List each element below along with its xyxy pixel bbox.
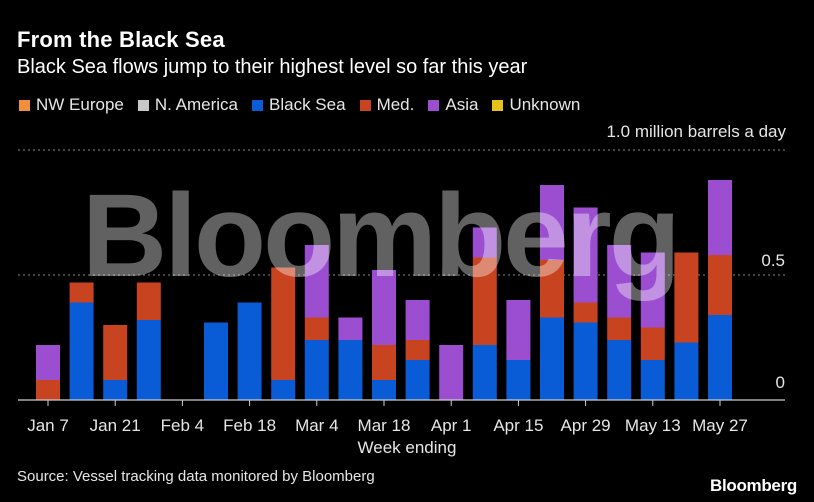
bar-segment-black-sea xyxy=(136,320,161,400)
bar-segment-med xyxy=(271,267,296,380)
bar-segment-black-sea xyxy=(640,360,665,400)
bar-segment-med xyxy=(372,345,396,380)
legend-swatch-n-america xyxy=(137,99,149,111)
bar-segment-med xyxy=(674,252,699,343)
bar-segment-black-sea xyxy=(472,345,497,400)
bar-segment-asia xyxy=(506,300,531,360)
bar-segment-asia xyxy=(372,270,396,345)
bloomberg-logo: Bloomberg xyxy=(709,476,797,495)
x-tick-label: Mar 4 xyxy=(295,416,338,435)
legend-swatch-nw-europe xyxy=(19,99,30,111)
bar-segment-black-sea xyxy=(405,360,430,400)
legend-label-black-sea: Black Sea xyxy=(269,95,346,114)
bar-segment-asia xyxy=(472,227,497,258)
x-tick-label: Apr 1 xyxy=(431,416,472,435)
bar-segment-med xyxy=(472,257,497,345)
bar-segment-asia xyxy=(640,252,665,328)
x-axis-title: Week ending xyxy=(357,438,457,457)
bar-segment-black-sea xyxy=(573,322,598,400)
bar-segment-asia xyxy=(338,317,363,340)
bar-segment-black-sea xyxy=(506,360,531,400)
bar-segment-asia xyxy=(573,207,598,303)
bar-segment-med xyxy=(607,317,632,340)
legend-item-asia: Asia xyxy=(428,95,478,115)
chart-subtitle: Black Sea flows jump to their highest le… xyxy=(17,56,528,78)
y-tick-label: 0 xyxy=(776,373,785,392)
bar-segment-black-sea xyxy=(204,322,228,400)
legend-label-med: Med. xyxy=(376,95,415,114)
x-tick-label: Jan 21 xyxy=(90,416,141,435)
bar-segment-med xyxy=(708,255,732,315)
legend-item-black-sea: Black Sea xyxy=(252,95,346,115)
bar-segment-med xyxy=(540,260,564,318)
bar-segment-med xyxy=(103,325,128,380)
legend-label-nw-europe: NW Europe xyxy=(36,95,124,114)
x-tick-label: Apr 29 xyxy=(561,416,611,435)
bar-segment-black-sea xyxy=(69,302,94,400)
bar-segment-black-sea xyxy=(540,317,564,400)
bar-segment-black-sea xyxy=(372,380,396,400)
bar-segment-med xyxy=(640,327,665,360)
bar-segment-black-sea xyxy=(103,380,128,400)
bar-segment-asia xyxy=(439,345,464,400)
bar-segment-med xyxy=(136,282,161,320)
bar-segment-med xyxy=(36,380,60,400)
x-tick-label: Jan 7 xyxy=(27,416,69,435)
legend: NW Europe N. America Black Sea Med. Asia… xyxy=(19,95,580,115)
x-tick-label: Feb 4 xyxy=(161,416,204,435)
bar-segment-black-sea xyxy=(674,342,699,400)
legend-item-unknown: Unknown xyxy=(492,95,580,115)
legend-swatch-black-sea xyxy=(252,99,264,111)
legend-swatch-asia xyxy=(428,99,440,111)
legend-label-unknown: Unknown xyxy=(509,95,581,114)
legend-label-n-america: N. America xyxy=(154,95,239,114)
bar-segment-med xyxy=(573,302,598,323)
y-tick-label: 0.5 xyxy=(761,251,785,270)
x-tick-label: May 27 xyxy=(692,416,748,435)
legend-item-n-america: N. America xyxy=(137,95,239,115)
legend-swatch-unknown xyxy=(492,99,504,111)
y-axis-unit-label: 1.0 million barrels a day xyxy=(606,122,786,141)
chart-title: From the Black Sea xyxy=(17,27,225,52)
bar-segment-med xyxy=(405,340,430,360)
x-tick-label: Mar 18 xyxy=(358,416,411,435)
bar-segment-asia xyxy=(36,345,60,380)
source-note: Source: Vessel tracking data monitored b… xyxy=(17,468,375,485)
legend-label-asia: Asia xyxy=(445,95,479,114)
bar-segment-asia xyxy=(607,245,632,318)
bar-segment-asia xyxy=(708,180,732,255)
bar-segment-asia xyxy=(405,300,430,340)
bar-segment-asia xyxy=(540,185,564,260)
bar-segment-asia xyxy=(304,245,329,318)
x-tick-label: Feb 18 xyxy=(223,416,276,435)
legend-item-med: Med. xyxy=(359,95,415,115)
bar-segment-black-sea xyxy=(304,340,329,400)
x-tick-label: Apr 15 xyxy=(493,416,543,435)
bar-segment-med xyxy=(304,317,329,340)
bar-segment-black-sea xyxy=(708,315,732,400)
bar-segment-black-sea xyxy=(271,380,296,400)
bar-segment-black-sea xyxy=(607,340,632,400)
legend-swatch-med xyxy=(359,99,371,111)
legend-item-nw-europe: NW Europe xyxy=(19,95,124,115)
x-tick-label: May 13 xyxy=(625,416,681,435)
bar-segment-med xyxy=(69,282,94,303)
bar-segment-black-sea xyxy=(237,302,262,400)
bar-segment-black-sea xyxy=(338,340,363,400)
